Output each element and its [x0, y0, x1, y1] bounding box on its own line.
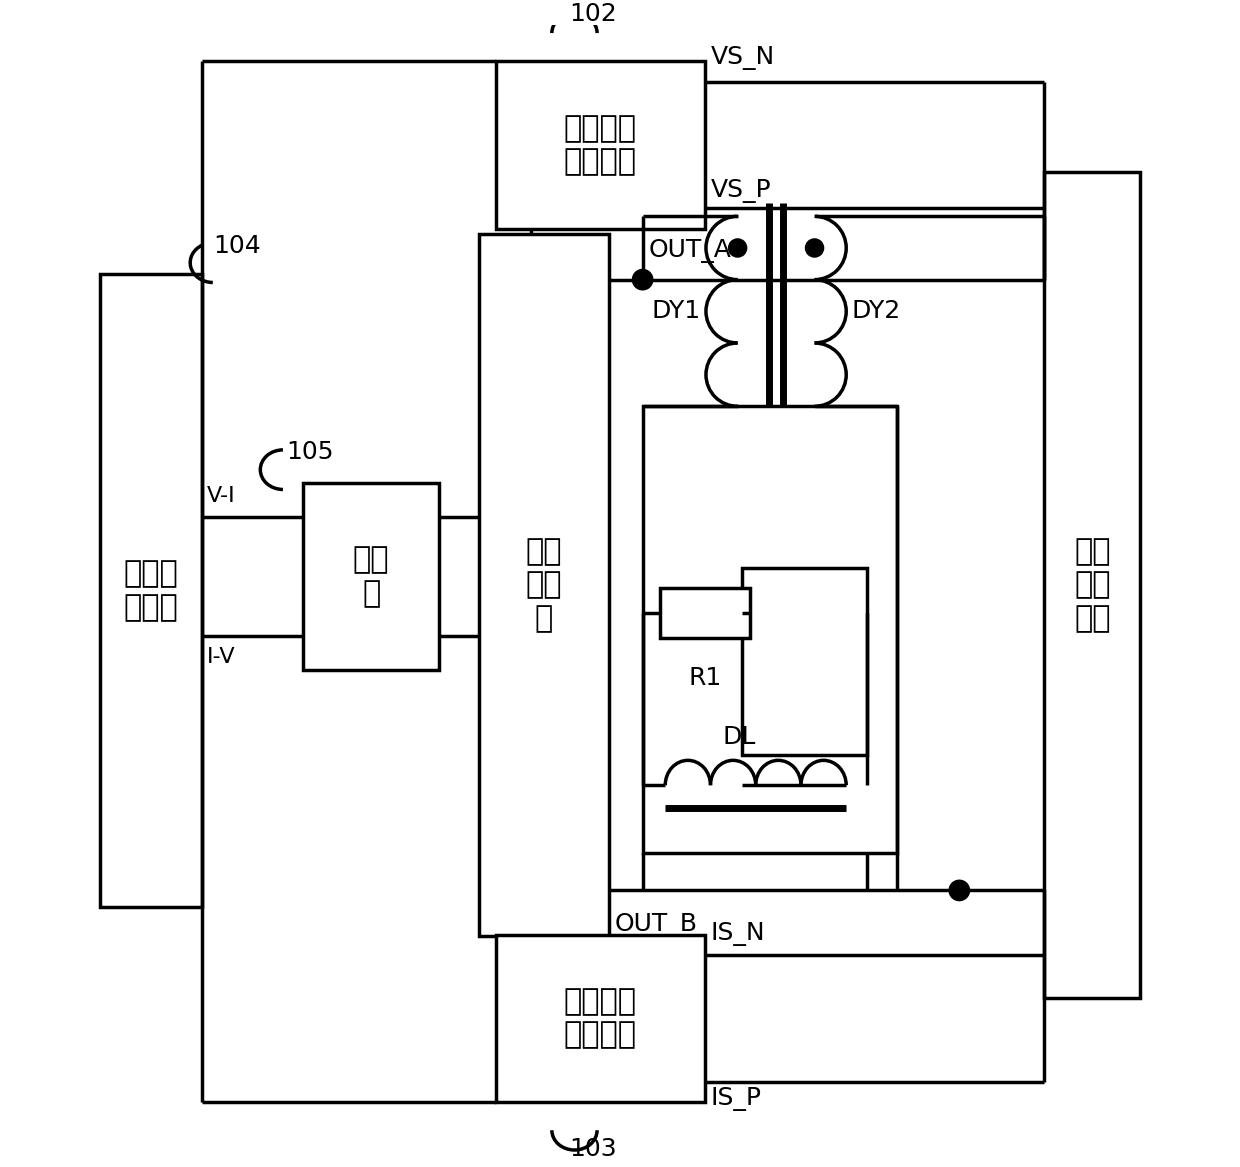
Text: 103: 103: [569, 1138, 616, 1161]
Bar: [496, 62, 704, 229]
Text: IS_N: IS_N: [711, 922, 765, 945]
Text: 第二信号
处理模块: 第二信号 处理模块: [564, 987, 636, 1049]
Bar: [660, 588, 750, 638]
Bar: [743, 568, 867, 755]
Bar: [1044, 173, 1141, 998]
Bar: [496, 935, 704, 1102]
Text: DL: DL: [723, 725, 756, 749]
Bar: [642, 406, 897, 853]
Text: 104: 104: [213, 233, 260, 258]
Text: R1: R1: [688, 666, 722, 691]
Bar: [99, 274, 202, 908]
Text: IS_P: IS_P: [711, 1088, 761, 1111]
Text: 处理
器: 处理 器: [353, 545, 389, 608]
Circle shape: [632, 270, 652, 289]
Bar: [304, 483, 439, 670]
Text: OUT_B: OUT_B: [614, 913, 697, 937]
Text: VS_P: VS_P: [711, 179, 771, 203]
Text: I-V: I-V: [207, 648, 236, 668]
Circle shape: [729, 239, 746, 257]
Text: 102: 102: [569, 2, 616, 26]
Text: OUT_A: OUT_A: [649, 239, 732, 263]
Circle shape: [949, 880, 970, 901]
Text: 105: 105: [286, 440, 334, 463]
Text: 激励
信号
源: 激励 信号 源: [526, 537, 562, 634]
Text: 第一信号
处理模块: 第一信号 处理模块: [564, 113, 636, 176]
Bar: [479, 235, 609, 936]
Text: DY1: DY1: [651, 299, 701, 323]
Text: VS_N: VS_N: [711, 47, 775, 70]
Text: DY2: DY2: [852, 299, 901, 323]
Circle shape: [806, 239, 823, 257]
Text: 超声
波换
能器: 超声 波换 能器: [1074, 537, 1111, 634]
Text: 相位检
测模块: 相位检 测模块: [123, 559, 179, 622]
Text: V-I: V-I: [207, 485, 236, 505]
